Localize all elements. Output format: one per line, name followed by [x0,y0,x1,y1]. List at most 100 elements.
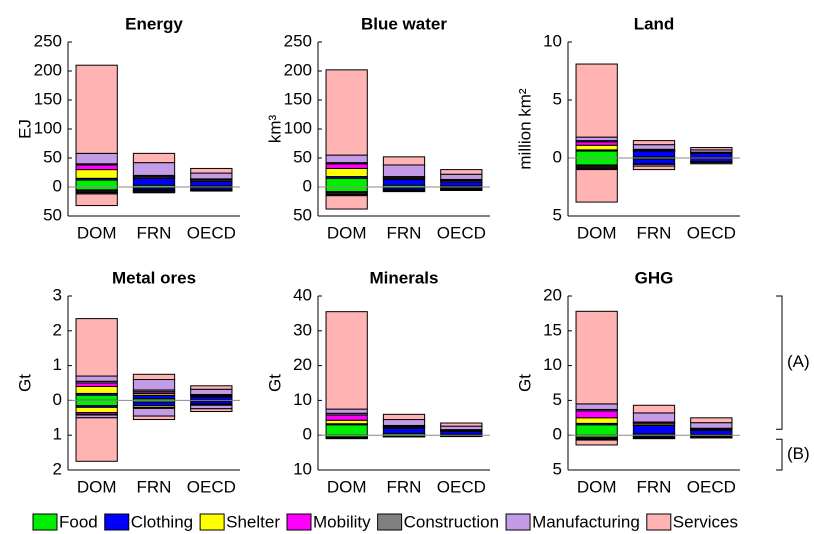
legend-label: Clothing [131,512,193,531]
bar-segment [382,164,426,178]
bar-segment [575,424,618,436]
y-tick-label: 5 [553,390,562,409]
y-tick-label: 10 [293,459,312,478]
bar-segment [325,195,368,210]
y-tick-label: 5 [553,89,562,108]
x-tick-label: DOM [77,477,117,496]
y-tick-label: 15 [543,320,562,339]
bar-segment [575,310,618,405]
legend-swatch [199,513,225,531]
legend-swatch [32,513,58,531]
bar-segment [75,193,118,207]
chart-title: GHG [635,268,674,287]
y-tick-label: 0 [303,176,312,195]
bar-segment [132,373,176,381]
y-tick-label: 200 [34,60,62,79]
bar-segment [190,172,233,180]
legend-label: Food [59,512,98,531]
legend-swatch [286,513,312,531]
bar-segment [75,179,118,188]
x-tick-label: OECD [187,223,236,242]
bar-segment [75,382,118,387]
y-tick-label: 250 [34,31,62,50]
bar-segment [132,177,176,186]
y-tick-label: 2 [53,459,62,478]
y-tick-label: 10 [543,355,562,374]
y-axis-label: Gt [265,374,284,392]
bar-segment [75,375,118,382]
bar-segment [440,189,483,191]
bar-segment [190,408,233,413]
annotation: (B) [787,444,810,463]
bar-segment [690,162,733,165]
legend-label: Mobility [313,512,371,531]
legend-label: Construction [404,512,499,531]
bar-segment [632,144,676,150]
bar-segment [75,318,118,377]
bar-segment [690,429,733,436]
x-tick-label: FRN [137,477,172,496]
y-tick-label: 0 [553,425,562,444]
bar-segment [690,152,733,158]
bar-segment [382,427,426,434]
x-tick-label: FRN [387,477,422,496]
y-tick-label: 100 [284,118,312,137]
chart-title: Metal ores [112,268,196,287]
bar-segment [575,403,618,410]
y-axis-label: Gt [515,374,534,392]
y-tick-label: 10 [543,31,562,50]
bar-segment [325,424,368,436]
x-tick-label: DOM [327,223,367,242]
bar-segment [75,152,118,165]
legend-label: Manufacturing [532,512,640,531]
bar-segment [382,413,426,421]
bracket [776,295,783,430]
bar-segment [632,165,676,171]
bar-segment [690,422,733,429]
bar-segment [75,406,118,414]
y-tick-label: 20 [293,355,312,374]
bar-segment [75,169,118,179]
x-tick-label: FRN [387,223,422,242]
bar-segment [440,422,483,427]
bar-segment [382,178,426,186]
legend-swatch [646,513,672,531]
y-tick-label: 50 [293,147,312,166]
bar-segment [632,412,676,423]
bar-segment [632,150,676,158]
y-tick-label: 0 [53,176,62,195]
bar-segment [325,186,368,193]
legend-label: Shelter [226,512,280,531]
y-tick-label: 200 [284,60,312,79]
bar-segment [190,189,233,192]
y-tick-label: 5 [553,459,562,478]
bar-segment [75,394,118,401]
y-tick-label: 100 [34,118,62,137]
y-tick-label: 150 [284,89,312,108]
bar-segment [190,180,233,187]
bar-segment [632,140,676,146]
chart-title: Land [634,14,675,33]
bar-segment [690,417,733,424]
bar-segment [632,158,676,165]
legend-swatch [505,513,531,531]
y-axis-label: Gt [15,374,34,392]
y-tick-label: 2 [53,320,62,339]
x-tick-label: OECD [687,223,736,242]
x-tick-label: OECD [687,477,736,496]
x-tick-label: DOM [577,477,617,496]
bar-segment [575,410,618,419]
y-tick-label: 10 [293,390,312,409]
bar-segment [440,181,483,187]
bar-segment [325,414,368,421]
bar-segment [690,147,733,151]
x-tick-label: DOM [577,223,617,242]
y-tick-label: 1 [53,425,62,444]
bar-segment [440,169,483,175]
y-tick-label: 250 [284,31,312,50]
bar-segment [75,417,118,462]
bar-segment [440,425,483,431]
legend-swatch [377,513,403,531]
bar-segment [132,191,176,194]
y-tick-label: 5 [553,205,562,224]
